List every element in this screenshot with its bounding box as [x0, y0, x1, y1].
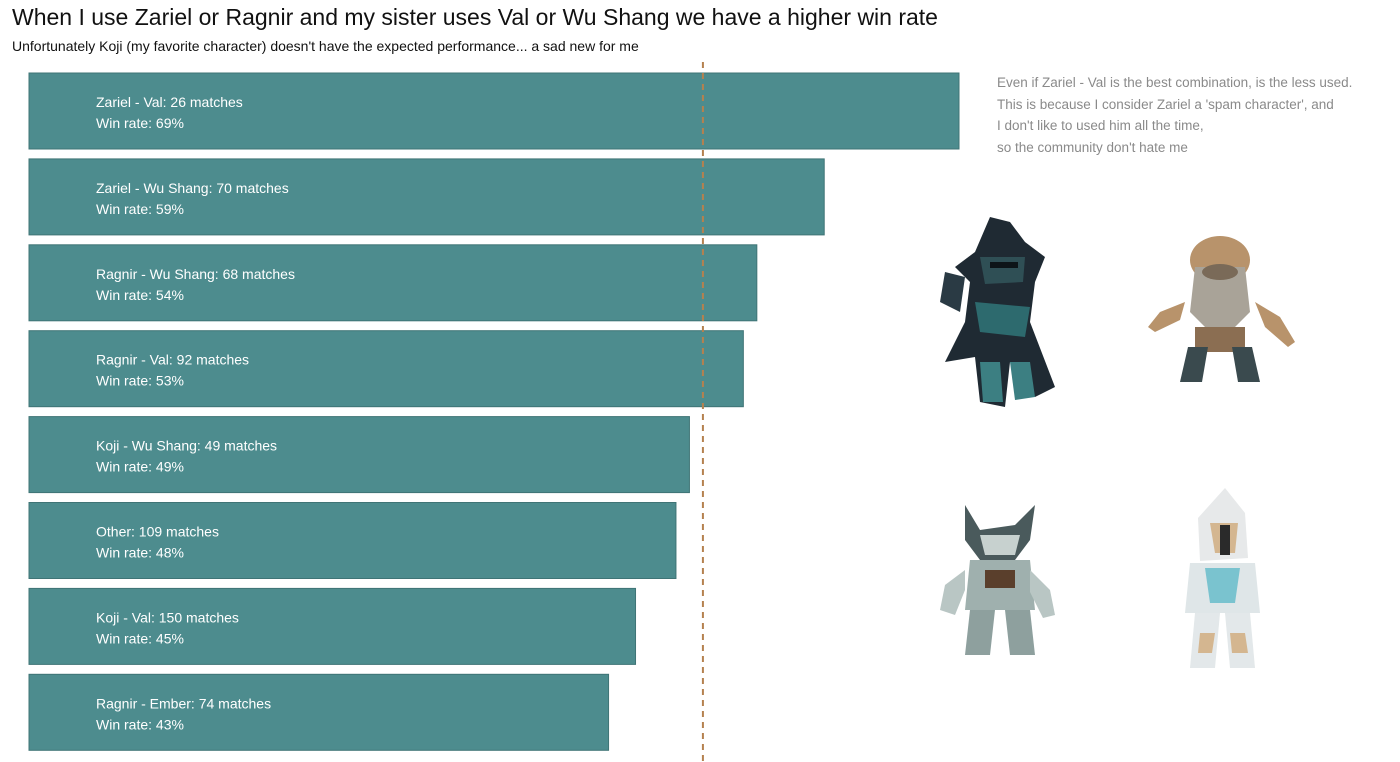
- bar-label-win-rate: Win rate: 59%: [96, 201, 184, 217]
- annotation-note: Even if Zariel - Val is the best combina…: [997, 72, 1397, 158]
- bar-label-matches: Zariel - Wu Shang: 70 matches: [96, 180, 289, 196]
- bar-label-win-rate: Win rate: 54%: [96, 287, 184, 303]
- annotation-line: so the community don't hate me: [997, 139, 1188, 155]
- bar-label-win-rate: Win rate: 43%: [96, 716, 184, 732]
- bar-label-matches: Ragnir - Val: 92 matches: [96, 352, 249, 368]
- ninja-character-icon: [940, 217, 1055, 407]
- bar-label-matches: Ragnir - Wu Shang: 68 matches: [96, 266, 295, 282]
- knight-character-icon: [1185, 488, 1260, 668]
- bar: [28, 502, 677, 579]
- bar-label-matches: Koji - Val: 150 matches: [96, 609, 239, 625]
- annotation-line: I don't like to used him all the time,: [997, 118, 1204, 133]
- bar-label-win-rate: Win rate: 48%: [96, 545, 184, 561]
- annotation-line: This is because I consider Zariel a 'spa…: [997, 96, 1334, 112]
- bar-label-matches: Other: 109 matches: [96, 524, 219, 540]
- bar: [28, 244, 758, 322]
- bar-label-matches: Ragnir - Ember: 74 matches: [96, 695, 271, 711]
- annotation-line: Even if Zariel - Val is the best combina…: [997, 75, 1353, 90]
- bearded-monk-character-icon: [1148, 236, 1295, 382]
- chart-subtitle: Unfortunately Koji (my favorite characte…: [12, 38, 639, 54]
- dragon-armor-character-icon: [940, 505, 1055, 655]
- bar: [28, 72, 960, 150]
- bar: [28, 158, 825, 236]
- chart-title: When I use Zariel or Ragnir and my siste…: [12, 4, 938, 30]
- bar: [28, 416, 690, 494]
- bar-label-win-rate: Win rate: 53%: [96, 373, 184, 389]
- bar: [28, 330, 744, 408]
- bar-label-win-rate: Win rate: 45%: [96, 630, 184, 646]
- bar: [28, 587, 637, 665]
- bar-label-matches: Koji - Wu Shang: 49 matches: [96, 438, 277, 454]
- bar-label-win-rate: Win rate: 69%: [96, 115, 184, 131]
- bar-label-win-rate: Win rate: 49%: [96, 459, 184, 475]
- bar-label-matches: Zariel - Val: 26 matches: [96, 94, 243, 110]
- bar: [28, 673, 610, 751]
